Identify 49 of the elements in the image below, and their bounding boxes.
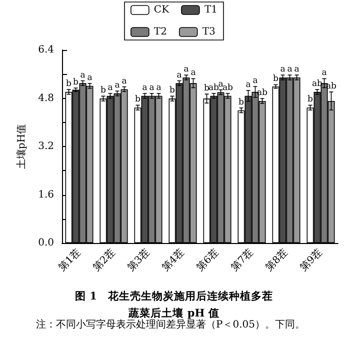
- legend-label: T3: [202, 26, 216, 38]
- data-label: a: [252, 76, 258, 86]
- legend-label: T2: [154, 26, 167, 38]
- x-tick-label: 第6茬: [194, 246, 222, 274]
- data-label: a: [156, 82, 162, 93]
- data-label: a: [190, 68, 196, 78]
- data-label: a: [114, 80, 120, 91]
- data-label: b: [170, 86, 176, 96]
- data-label: b: [100, 86, 107, 96]
- data-label: a: [184, 64, 189, 75]
- data-label: a: [218, 79, 224, 90]
- data-label: ab: [208, 82, 220, 93]
- x-tick-label: 第3茬: [125, 246, 152, 274]
- x-tick-label: 第9茬: [298, 246, 325, 274]
- y-tick-label: 4.8: [38, 92, 54, 104]
- data-label: a: [287, 64, 292, 75]
- data-label: a: [294, 64, 300, 75]
- data-label: b: [204, 84, 210, 94]
- x-tick-label: 第4茬: [160, 246, 187, 274]
- y-tick-label: 1.6: [38, 189, 54, 200]
- x-tick-label: 第1茬: [56, 246, 84, 274]
- data-label: ab: [222, 82, 234, 93]
- text: 图 1 花生壳生物炭施用后连续种植多茬蔬菜后土壤 pH 值: [75, 290, 273, 320]
- data-label: b: [308, 94, 314, 105]
- data-label: a: [280, 64, 286, 75]
- data-label: a: [322, 68, 327, 78]
- data-label: a: [176, 70, 182, 80]
- data-label: a: [142, 82, 148, 93]
- data-label: a: [149, 82, 154, 93]
- x-tick-label: 第7茬: [228, 246, 256, 274]
- y-tick-label: 0.0: [38, 238, 54, 248]
- data-label: a: [246, 80, 251, 90]
- text: 注：不同小写字母表示处理间差异显著（P＜0.05）。下同。: [36, 318, 305, 330]
- legend-label: T1: [204, 4, 218, 16]
- data-label: b: [273, 74, 280, 84]
- data-label: a: [80, 70, 86, 80]
- y-axis-title: 土壤pH值: [16, 124, 28, 170]
- legend-label: CK: [154, 4, 170, 16]
- y-tick-label: 3.2: [38, 141, 54, 152]
- x-tick-label: 第8茬: [263, 246, 290, 274]
- data-label: a: [108, 82, 113, 93]
- data-label: b: [73, 77, 80, 88]
- x-tick-label: 第2茬: [90, 246, 118, 274]
- y-tick-label: 6.4: [38, 44, 54, 56]
- data-label: a: [87, 72, 92, 83]
- data-label: b: [66, 79, 72, 90]
- data-label: a: [122, 76, 127, 86]
- data-label: b: [238, 97, 245, 108]
- data-label: b: [135, 94, 142, 105]
